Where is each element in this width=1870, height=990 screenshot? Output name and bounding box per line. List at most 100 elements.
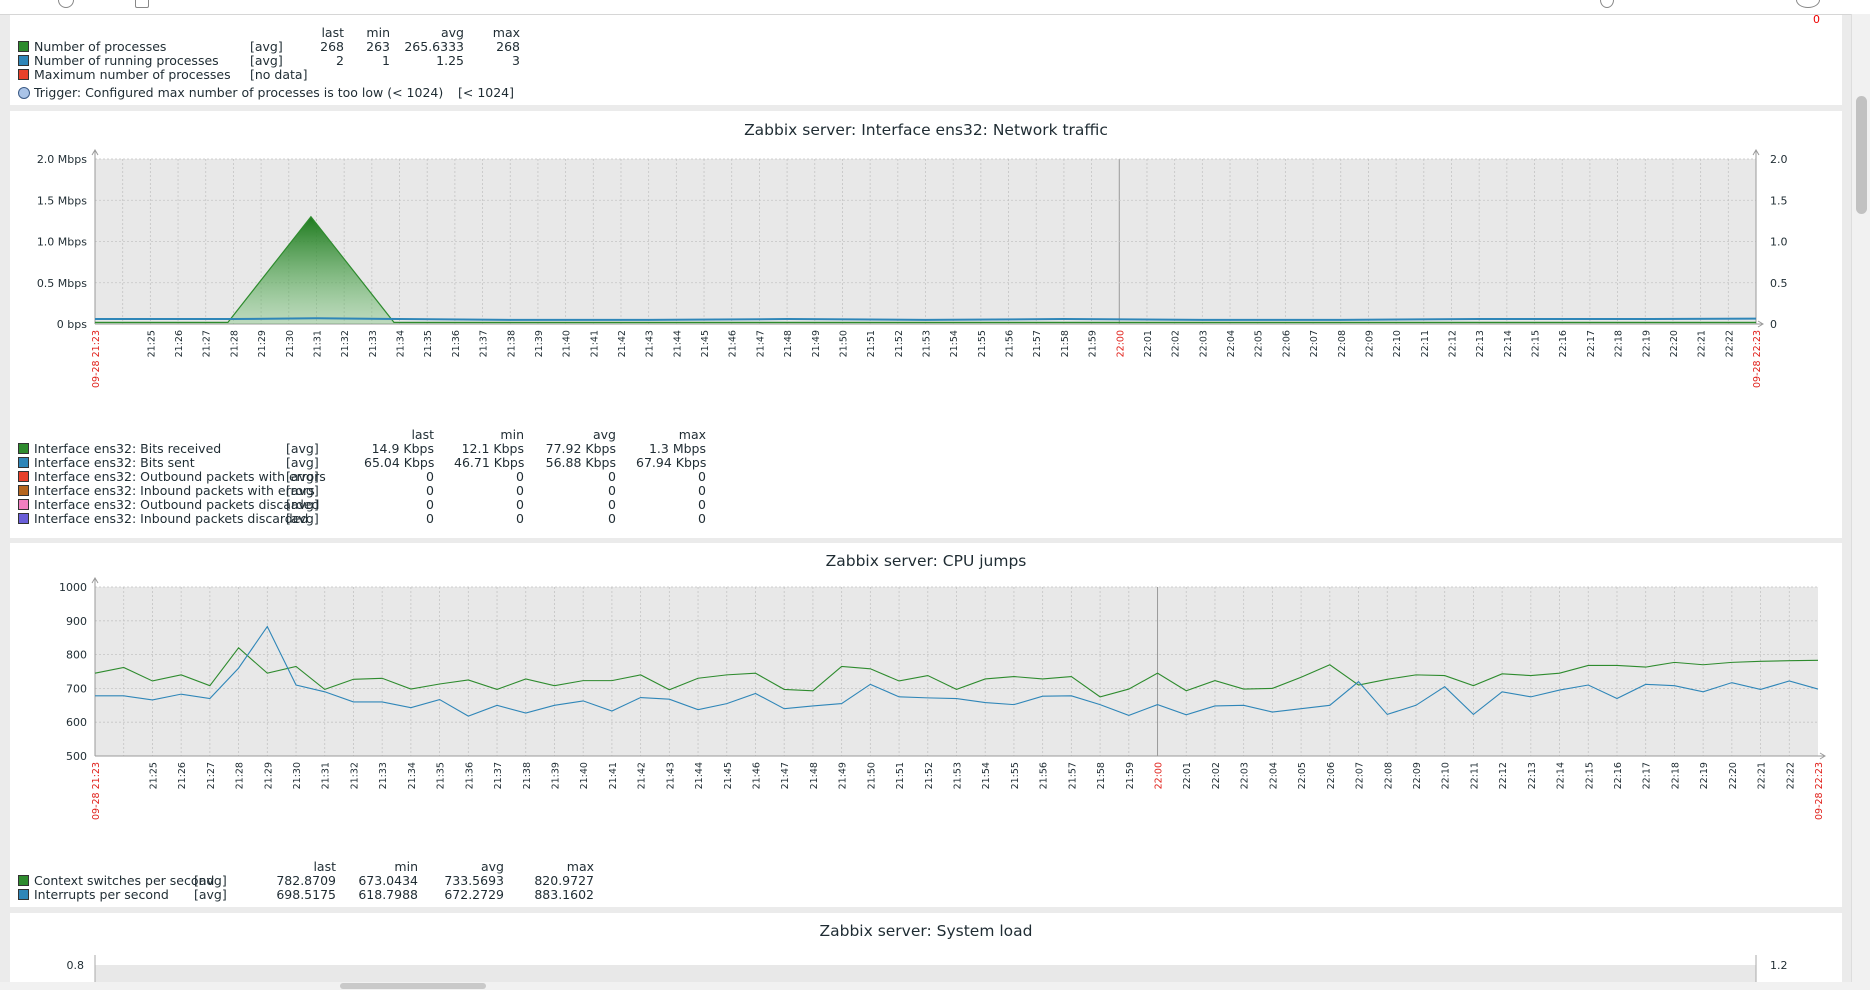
x-tick-label: 21:43 (665, 762, 676, 789)
series-avg: 265.6333 (404, 39, 464, 54)
scrollbar-thumb[interactable] (1856, 96, 1867, 214)
x-tick-label: 21:43 (645, 330, 656, 357)
series-func: [avg] (286, 483, 319, 498)
cpu-jumps-chart[interactable]: 500 600 700 800 900 1000 21:25 21:26 21:27 21:28 2… (10, 567, 1842, 887)
y-tick-label: 0.8 (67, 959, 85, 972)
profile-avatar[interactable] (1796, 0, 1820, 8)
x-tick-label: 21:30 (292, 762, 303, 789)
series-max: 1.3 Mbps (648, 441, 706, 456)
series-func: [avg] (250, 53, 283, 68)
x-tick-label: 21:28 (229, 330, 240, 357)
x-tick-label: 21:37 (479, 330, 490, 357)
x-tick-label: 22:15 (1584, 762, 1595, 789)
x-tick-label: 21:56 (1039, 762, 1050, 789)
cpu-jumps-graph-panel[interactable]: Zabbix server: CPU jumps 500 600 700 800 900… (10, 543, 1842, 907)
series-name: Interface ens32: Bits received (34, 441, 222, 456)
vertical-scrollbar[interactable] (1851, 14, 1870, 990)
legend-header-avg: avg (593, 427, 616, 442)
x-axis-arrow (1819, 752, 1826, 760)
network-traffic-chart[interactable]: 0 bps 0 0.5 Mbps 0.5 1.0 Mbps 1.0 1.5 Mbps 1.5 2… (10, 135, 1842, 455)
series-max: 883.1602 (534, 887, 594, 902)
x-tick-label: 21:47 (780, 762, 791, 789)
x-tick-label: 21:55 (977, 330, 988, 357)
series-func: [avg] (286, 511, 319, 526)
x-tick-label: 21:54 (981, 762, 992, 789)
x-tick-label: 21:51 (895, 762, 906, 789)
x-tick-label: 22:14 (1556, 762, 1567, 789)
x-tick-label: 22:21 (1697, 330, 1708, 357)
scrollbar-thumb[interactable] (340, 983, 486, 989)
x-tick-label: 22:08 (1337, 330, 1348, 357)
x-tick-label: 22:20 (1728, 762, 1739, 789)
x-end-label: 09-28 22:23 (1814, 762, 1825, 820)
series-name: Number of processes (34, 39, 167, 54)
y-tick-label: 800 (66, 649, 87, 662)
series-name: Interface ens32: Inbound packets with er… (34, 483, 315, 498)
x-tick-label: 21:40 (562, 330, 573, 357)
x-tick-label: 21:42 (617, 330, 628, 357)
x-tick-label: 22:11 (1469, 762, 1480, 789)
series-avg: 0 (608, 483, 616, 498)
series-min: 12.1 Kbps (461, 441, 524, 456)
series-name: Maximum number of processes (34, 67, 231, 82)
x-tick-label: 22:13 (1527, 762, 1538, 789)
y-tick-label: 2.0 Mbps (37, 153, 87, 166)
series-last: 0 (426, 497, 434, 512)
x-tick-label: 21:52 (894, 330, 905, 357)
y-tick-label: 700 (66, 682, 87, 695)
series-func: [avg] (194, 887, 227, 902)
system-load-chart[interactable]: 0.8 1.2 (10, 930, 1842, 990)
system-load-graph-panel[interactable]: Zabbix server: System load 0.8 1.2 (10, 913, 1842, 990)
series-min: 1 (382, 53, 390, 68)
series-max: 0 (698, 497, 706, 512)
y-axis-arrow (91, 577, 99, 584)
x-tick-label: 22:02 (1171, 330, 1182, 357)
x-tick-label: 21:49 (838, 762, 849, 789)
processes-graph-panel: last min avg max Number of processes [av… (10, 13, 1842, 105)
x-tick-label: 21:35 (436, 762, 447, 789)
series-avg: 77.92 Kbps (545, 441, 616, 456)
x-tick-label: 21:34 (396, 330, 407, 357)
y-tick-label: 1000 (59, 581, 87, 594)
series-color-swatch (18, 457, 29, 468)
back-icon[interactable] (58, 0, 74, 8)
series-color-swatch (18, 499, 29, 510)
series-min: 0 (516, 497, 524, 512)
series-name: Interface ens32: Bits sent (34, 455, 195, 470)
x-tick-label: 21:36 (464, 762, 475, 789)
series-min: 46.71 Kbps (454, 455, 525, 470)
series-name: Interface ens32: Outbound packets with e… (34, 469, 326, 484)
series-avg: 1.25 (436, 53, 464, 68)
x-tick-label: 21:26 (174, 330, 185, 357)
y-tick-label-right: 1.2 (1770, 959, 1788, 972)
x-tick-label: 21:51 (866, 330, 877, 357)
series-name: Interrupts per second (34, 887, 169, 902)
series-color-swatch (18, 513, 29, 524)
series-func: [avg] (286, 441, 319, 456)
extension-icon[interactable] (1600, 0, 1614, 8)
legend-header-avg: avg (441, 25, 464, 40)
series-min: 263 (366, 39, 390, 54)
series-func: [avg] (286, 497, 319, 512)
x-tick-label: 22:01 (1143, 330, 1154, 357)
series-avg: 56.88 Kbps (545, 455, 616, 470)
network-traffic-graph-panel[interactable]: Zabbix server: Interface ens32: Network … (10, 111, 1842, 538)
x-tick-label: 21:53 (922, 330, 933, 357)
x-tick-label: 22:03 (1198, 330, 1209, 357)
horizontal-scrollbar[interactable] (0, 982, 1852, 990)
x-tick-label: 22:05 (1254, 330, 1265, 357)
x-tick-label: 22:19 (1699, 762, 1710, 789)
x-tick-label: 21:31 (321, 762, 332, 789)
series-color-swatch (18, 41, 29, 52)
x-tick-label: 21:32 (349, 762, 360, 789)
x-tick-label: 21:50 (866, 762, 877, 789)
x-tick-label: 21:48 (783, 330, 794, 357)
x-tick-label: 21:45 (723, 762, 734, 789)
series-min: 673.0434 (358, 873, 418, 888)
series-color-swatch (18, 55, 29, 66)
y-axis-arrow (1752, 149, 1760, 156)
series-name: Number of running processes (34, 53, 219, 68)
x-tick-label: 22:08 (1383, 762, 1394, 789)
series-func: [avg] (286, 455, 319, 470)
legend-header-last: last (313, 859, 336, 874)
